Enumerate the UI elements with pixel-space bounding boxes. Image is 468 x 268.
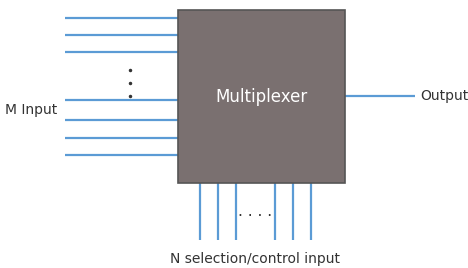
Text: . . . .: . . . .	[238, 204, 272, 219]
Text: Output: Output	[420, 89, 468, 103]
Text: M Input: M Input	[5, 103, 57, 117]
Text: Multiplexer: Multiplexer	[215, 87, 307, 106]
Bar	[178, 10, 345, 183]
Text: N selection/control input: N selection/control input	[170, 252, 340, 266]
